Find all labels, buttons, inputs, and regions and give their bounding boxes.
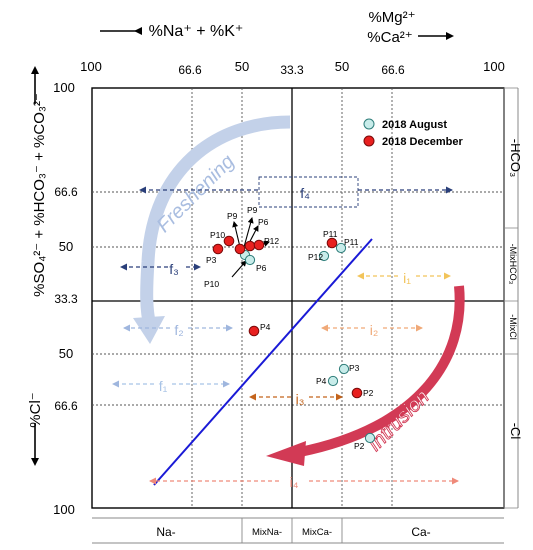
intrusion-label: Intrusion [364, 386, 434, 456]
sample-point-december [253, 239, 265, 251]
top-axis-header: %Na⁺ + %K⁺ %Mg²⁺ %Ca²⁺ 100 66.6 50 33.3 … [80, 9, 505, 77]
f1-label: f₁ [159, 378, 168, 394]
sample-point-august [338, 363, 350, 375]
bottom-panel: Na- MixNa- MixCa- Ca- [92, 517, 504, 544]
point-label: P12 [308, 252, 323, 262]
sample-point-august [318, 250, 330, 262]
sample-point-december [234, 243, 246, 255]
f4-label: f₄ [300, 185, 310, 201]
sample-point-december [248, 325, 260, 337]
left-tick: 100 [53, 502, 75, 517]
bottom-label-ca: Ca- [411, 525, 430, 539]
left-tick: 66.6 [54, 185, 78, 199]
right-label-mixcl: -MixCl [508, 314, 518, 340]
bottom-label-mixna: MixNa- [252, 527, 282, 538]
f4-box [258, 176, 359, 208]
point-label: P4 [316, 376, 327, 386]
point-labels: P12 P11 P11 P9 P9 P10 P10 P6 P6 P12 P3 P… [204, 205, 374, 451]
left-tick: 50 [59, 346, 73, 361]
sample-points [212, 235, 376, 444]
left-upper-axis-label: %SO₄²⁻ + %HCO₃⁻ + %CO₃²⁻ [31, 93, 48, 297]
sample-point-december [223, 235, 235, 247]
sample-point-december [244, 240, 256, 252]
bottom-label-na: Na- [156, 525, 175, 539]
left-tick: 100 [53, 80, 75, 95]
point-label: P4 [260, 322, 271, 332]
sample-point-december [351, 387, 363, 399]
legend: 2018 August 2018 December [363, 118, 463, 148]
left-tick: 50 [59, 239, 73, 254]
freshening-arrow-body [140, 115, 291, 328]
left-lower-axis-label: %Cl⁻ [27, 392, 44, 427]
sample-point-august [244, 254, 256, 266]
legend-label-august: 2018 August [382, 119, 447, 131]
point-label: P9 [247, 205, 258, 215]
top-tick: 33.3 [280, 63, 304, 77]
i3-label: i₃ [296, 391, 305, 407]
freshening-arrowhead-icon [133, 316, 165, 344]
sample-point-august [327, 375, 339, 387]
flow-arrows: f₄ f₃ f₂ f₁ i₁ i₂ i₃ i₄ [112, 176, 459, 490]
top-right-axis-label-mg: %Mg²⁺ [368, 9, 415, 26]
sample-point-august [364, 432, 376, 444]
sample-point-december [212, 243, 224, 255]
i4-label: i₄ [290, 474, 299, 490]
right-label-cl: -Cl [508, 423, 523, 440]
sample-point-december [326, 237, 338, 249]
intrusion-arrow-body [299, 285, 465, 457]
legend-marker-december [363, 135, 375, 147]
top-tick: 100 [483, 59, 505, 74]
point-label: P3 [349, 363, 360, 373]
i1-label: i₁ [403, 270, 411, 286]
top-right-axis-label-ca: %Ca²⁺ [367, 29, 412, 46]
left-axis: %SO₄²⁻ + %HCO₃⁻ + %CO₃²⁻ %Cl⁻ 100 66.6 5… [27, 66, 78, 517]
right-label-hco3: -HCO₃ [508, 139, 523, 178]
right-panel: -HCO₃ -MixHCO₃ -MixCl -Cl [503, 87, 523, 509]
point-label: P6 [258, 217, 269, 227]
point-label: P2 [354, 441, 365, 451]
i2-label: i₂ [370, 322, 379, 338]
right-label-mixhco3: -MixHCO₃ [508, 244, 518, 285]
top-left-axis-label: %Na⁺ + %K⁺ [149, 23, 244, 40]
point-label: P3 [206, 255, 217, 265]
intrusion-arrowhead-icon [266, 441, 306, 466]
f3-label: f₃ [169, 261, 179, 277]
left-tick: 33.3 [54, 292, 78, 306]
mixing-line [153, 238, 373, 486]
point-label: P11 [344, 237, 359, 247]
left-tick: 66.6 [54, 399, 78, 413]
f2-label: f₂ [174, 322, 183, 338]
legend-label-december: 2018 December [382, 136, 463, 148]
top-tick: 66.6 [178, 63, 202, 77]
top-tick: 100 [80, 59, 102, 74]
top-tick: 66.6 [381, 63, 405, 77]
point-label: P11 [323, 229, 338, 239]
point-label: P9 [227, 211, 238, 221]
bottom-label-mixca: MixCa- [302, 527, 332, 538]
point-label: P2 [363, 388, 374, 398]
legend-marker-august [363, 118, 375, 130]
sample-point-august [335, 242, 347, 254]
point-label: P10 [210, 230, 225, 240]
point-label: P10 [204, 279, 219, 289]
point-label: P12 [264, 236, 279, 246]
point-label: P6 [256, 263, 267, 273]
top-tick: 50 [335, 59, 349, 74]
top-tick: 50 [235, 59, 249, 74]
